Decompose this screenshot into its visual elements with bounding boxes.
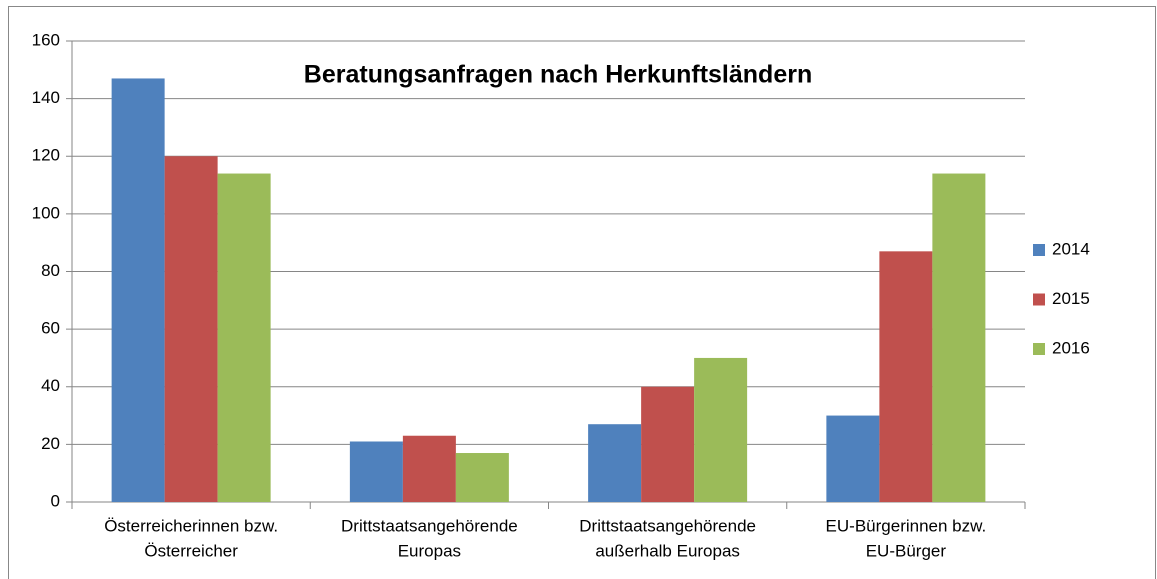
y-tick-label: 120 <box>32 146 60 165</box>
bar <box>402 435 456 502</box>
bar <box>879 251 933 502</box>
y-tick-label: 140 <box>32 88 60 107</box>
x-tick-label: Österreicherinnen bzw. <box>104 516 278 535</box>
legend-label: 2014 <box>1052 239 1090 258</box>
legend-label: 2016 <box>1052 338 1090 357</box>
legend-swatch <box>1033 293 1045 306</box>
y-tick-label: 60 <box>41 319 60 338</box>
chart-title: Beratungsanfragen nach Herkunftsländern <box>304 61 812 89</box>
bar <box>694 357 748 502</box>
x-tick-label: EU-Bürger <box>866 541 947 560</box>
bar <box>111 78 165 503</box>
y-tick-label: 80 <box>41 261 60 280</box>
bar <box>641 386 695 502</box>
bar <box>588 424 642 502</box>
x-tick-label: Drittstaatsangehörende <box>579 516 756 535</box>
bar <box>932 173 986 502</box>
x-tick-label: EU-Bürgerinnen bzw. <box>826 516 987 535</box>
y-tick-label: 40 <box>41 376 60 395</box>
bar <box>217 173 271 502</box>
legend-label: 2015 <box>1052 289 1090 308</box>
x-tick-label: Drittstaatsangehörende <box>341 516 518 535</box>
legend-swatch <box>1033 343 1045 355</box>
legend-swatch <box>1033 244 1045 256</box>
bar <box>826 415 880 502</box>
y-tick-label: 20 <box>41 434 60 453</box>
bar <box>164 156 218 502</box>
bar <box>349 441 403 502</box>
x-tick-label: außerhalb Europas <box>595 541 740 560</box>
y-tick-label: 100 <box>32 203 60 222</box>
chart-border <box>8 6 1156 579</box>
y-tick-label: 0 <box>51 491 60 510</box>
bar <box>455 453 509 502</box>
y-tick-label: 160 <box>32 30 60 49</box>
x-tick-label: Österreicher <box>144 541 238 560</box>
x-tick-label: Europas <box>398 541 461 560</box>
